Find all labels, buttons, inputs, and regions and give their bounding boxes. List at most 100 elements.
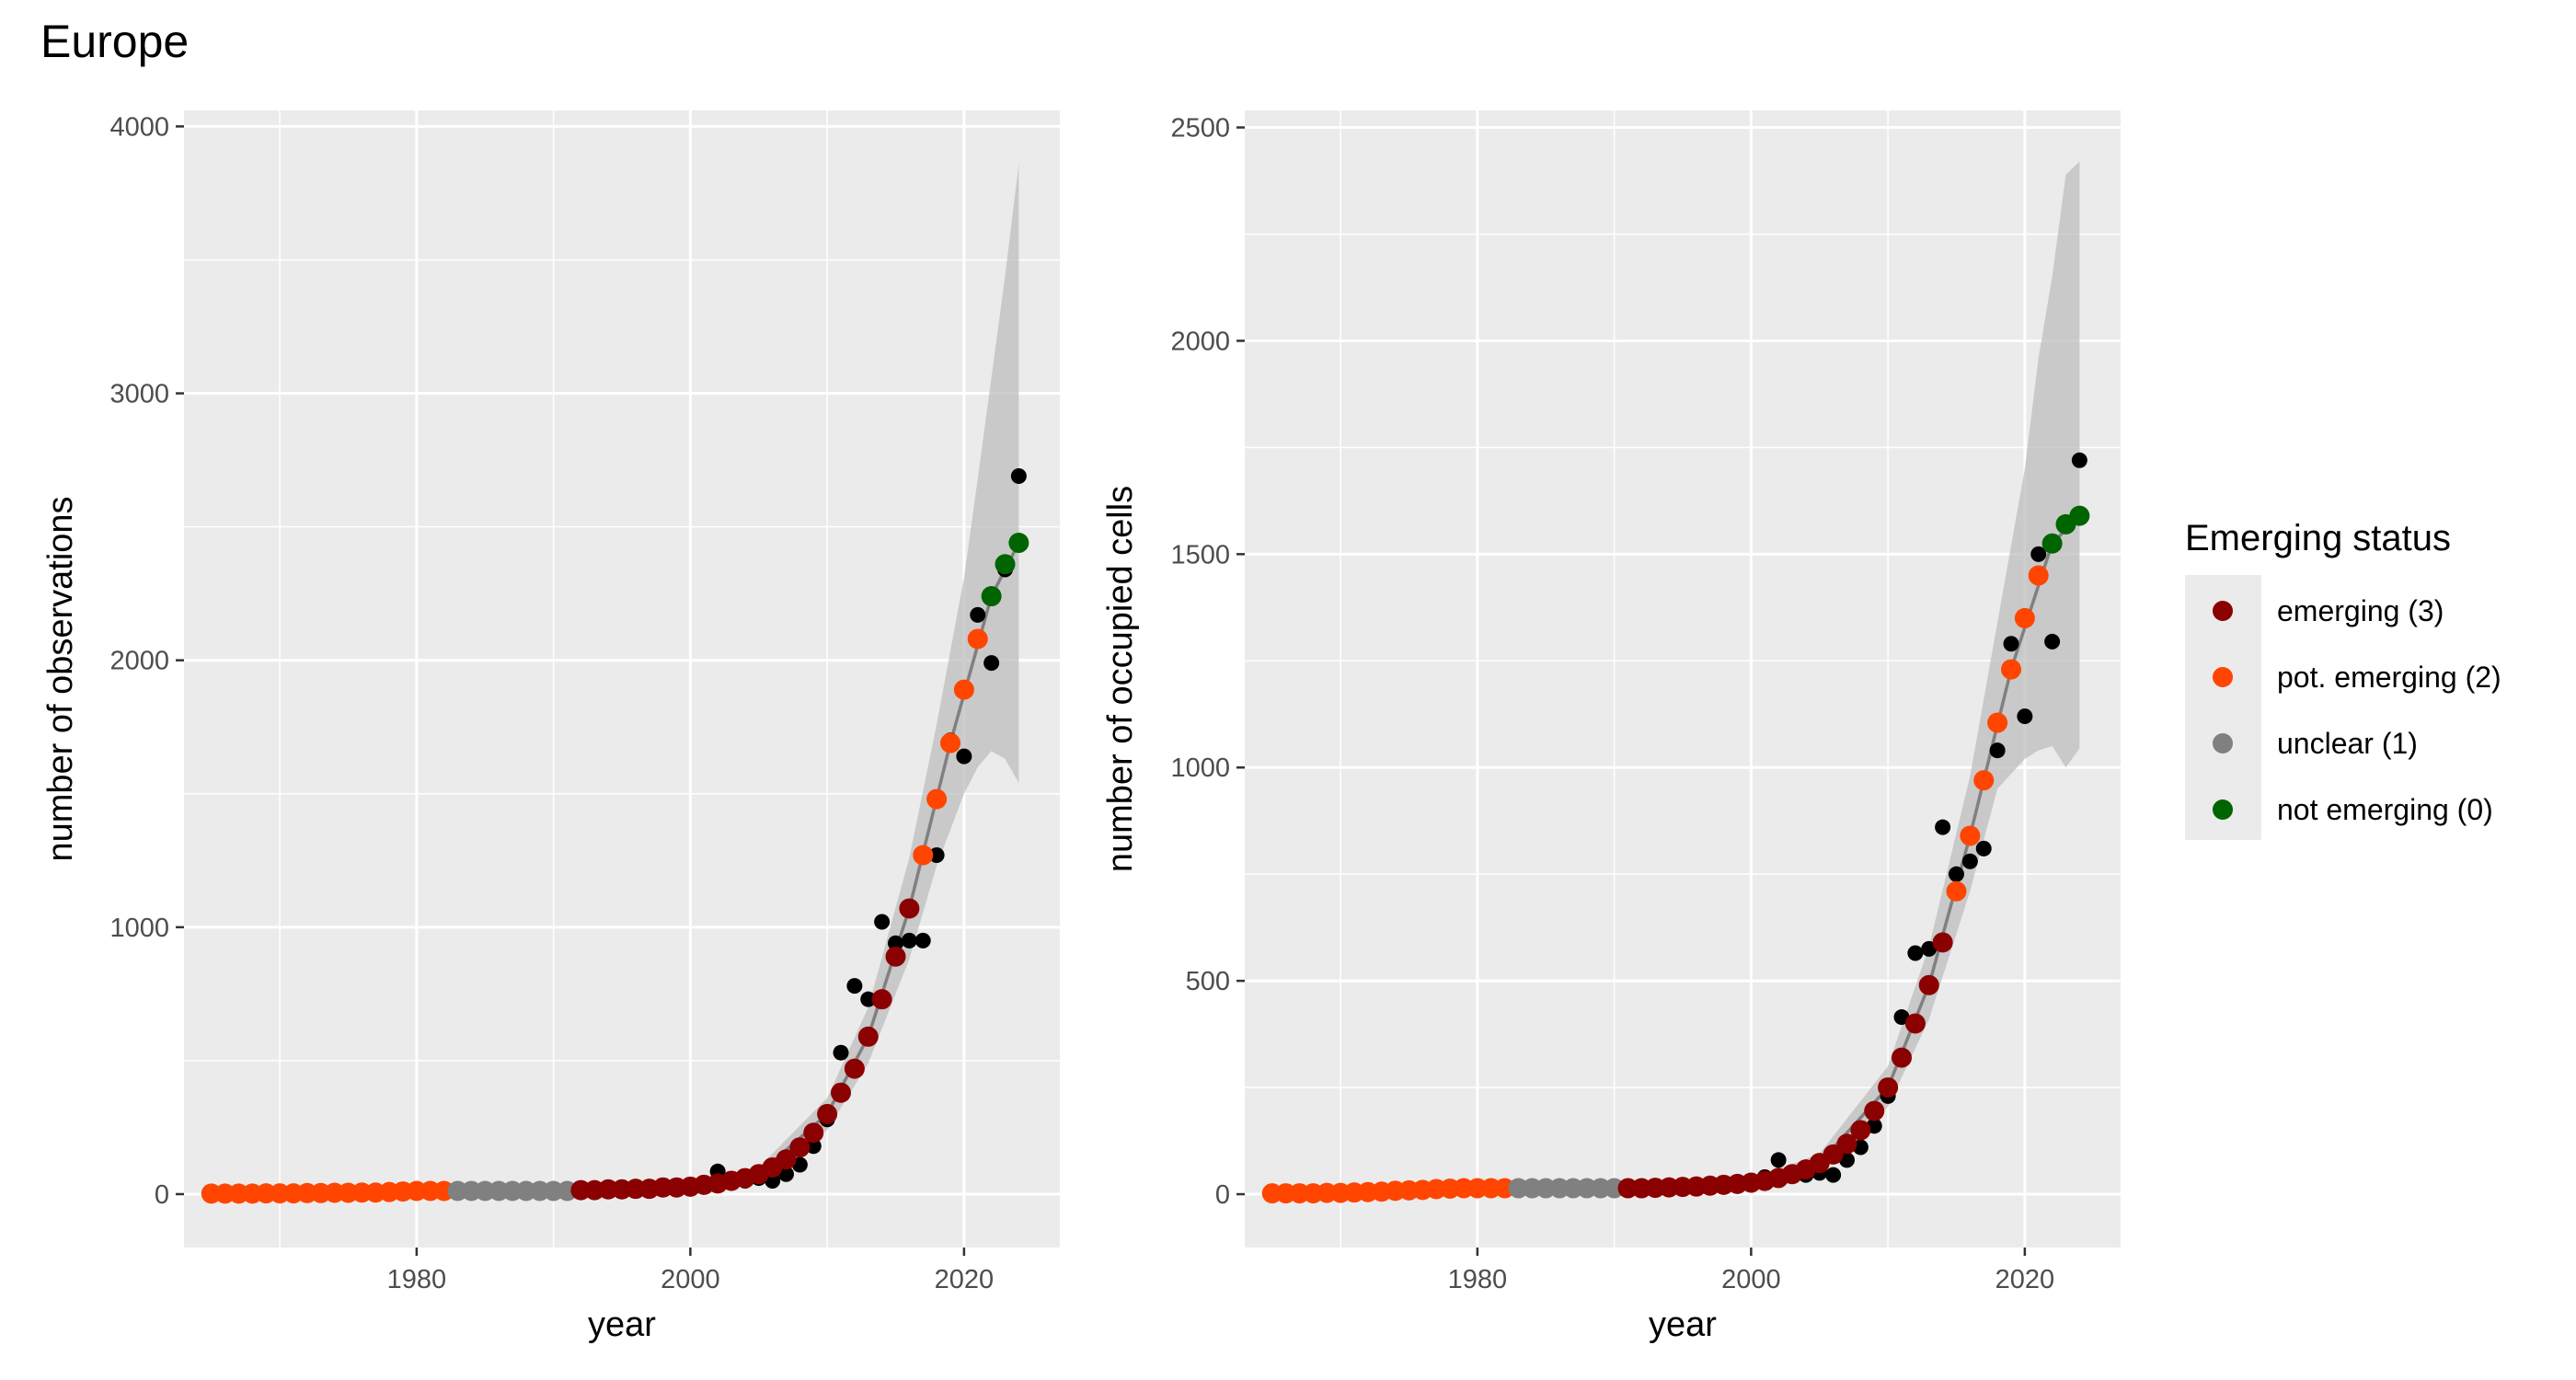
status-point xyxy=(967,628,988,650)
legend-label-2: unclear (1) xyxy=(2277,727,2418,760)
observed-point xyxy=(888,935,903,951)
observed-point xyxy=(778,1166,794,1182)
observed-point xyxy=(1010,467,1027,484)
y-axis-title-observations: number of observations xyxy=(41,496,80,861)
legend-key-2 xyxy=(2213,733,2233,753)
status-point xyxy=(776,1149,797,1170)
status-point xyxy=(803,1122,824,1144)
observed-point xyxy=(2017,708,2033,725)
y-tick-label: 4000 xyxy=(109,112,169,142)
observed-point xyxy=(1770,1152,1787,1168)
status-point xyxy=(871,989,892,1010)
y-tick-label: 2000 xyxy=(109,647,169,676)
panel-background xyxy=(184,110,1060,1248)
legend-key-3 xyxy=(2213,799,2233,820)
y-tick-label: 0 xyxy=(1215,1180,1230,1210)
status-point xyxy=(2041,533,2063,554)
status-point xyxy=(885,946,906,967)
status-point xyxy=(940,732,960,753)
y-axis-title-occupied-cells: number of occupied cells xyxy=(1101,486,1140,872)
y-tick-label: 0 xyxy=(155,1180,169,1210)
x-tick-label: 1980 xyxy=(387,1265,447,1294)
observed-point xyxy=(2044,633,2061,650)
status-point xyxy=(857,1026,879,1047)
legend: Emerging status emerging (3) pot. emerging… xyxy=(2185,518,2501,840)
x-tick-label: 2000 xyxy=(661,1265,720,1294)
status-point xyxy=(1987,712,2008,733)
observed-point xyxy=(970,606,986,623)
legend-label-1: pot. emerging (2) xyxy=(2277,661,2501,694)
status-point xyxy=(995,554,1016,575)
x-tick-label: 2020 xyxy=(935,1265,995,1294)
legend-label-0: emerging (3) xyxy=(2277,594,2444,627)
status-point xyxy=(817,1103,838,1124)
confidence-ribbon xyxy=(1683,161,2080,1190)
status-point xyxy=(953,679,974,700)
x-tick-label: 2020 xyxy=(1995,1265,2055,1294)
legend-title: Emerging status xyxy=(2185,518,2451,558)
status-point xyxy=(1918,974,1939,995)
x-axis-title: year xyxy=(588,1305,656,1344)
figure-title: Europe xyxy=(40,16,190,67)
y-tick-label: 3000 xyxy=(109,380,169,409)
panel-observations: 0 1000 2000 3000 4000 1980 2000 2020 year number … xyxy=(41,110,1060,1344)
observed-point xyxy=(901,932,917,949)
observed-point xyxy=(1825,1167,1842,1183)
observed-point xyxy=(846,978,863,995)
observed-point xyxy=(1949,866,1964,882)
y-tick-label: 2000 xyxy=(1170,327,1230,356)
observed-point xyxy=(956,748,972,765)
status-point xyxy=(1960,825,1981,846)
x-axis-title: year xyxy=(1649,1305,1717,1344)
panel-occupied-cells: 0 500 1000 1500 2000 2500 1980 2000 2020 year numb… xyxy=(1101,110,2121,1344)
status-point xyxy=(1973,770,1995,791)
status-point xyxy=(1904,1013,1926,1034)
legend-label-3: not emerging (0) xyxy=(2277,793,2493,826)
status-point xyxy=(981,586,1002,607)
status-point xyxy=(1864,1100,1885,1121)
status-point xyxy=(899,898,920,919)
status-point xyxy=(2069,505,2090,526)
observed-point xyxy=(2003,636,2019,652)
status-point xyxy=(913,845,934,866)
y-tick-label: 500 xyxy=(1186,967,1230,996)
status-point xyxy=(2001,659,2021,680)
observed-point xyxy=(983,655,1000,672)
status-point xyxy=(2028,565,2049,586)
status-point xyxy=(1932,932,1953,953)
observed-point xyxy=(860,991,877,1007)
observed-point xyxy=(2071,452,2087,468)
observed-point xyxy=(1961,853,1978,869)
status-point xyxy=(1892,1047,1912,1068)
observed-point xyxy=(928,846,945,863)
observed-point xyxy=(1935,819,1951,835)
observed-point xyxy=(1989,742,2006,759)
status-point xyxy=(1946,880,1967,902)
status-point xyxy=(1823,1144,1844,1165)
status-point xyxy=(789,1137,811,1158)
observed-point xyxy=(874,914,891,930)
status-point xyxy=(1008,533,1029,554)
y-tick-label: 1000 xyxy=(109,914,169,943)
legend-key-0 xyxy=(2213,601,2233,621)
y-tick-label: 2500 xyxy=(1170,114,1230,144)
status-point xyxy=(926,788,948,810)
y-tick-label: 1000 xyxy=(1170,753,1230,783)
status-point xyxy=(844,1058,865,1079)
status-point xyxy=(831,1082,851,1103)
observed-point xyxy=(914,932,931,949)
y-tick-label: 1500 xyxy=(1170,540,1230,569)
status-point xyxy=(1850,1120,1871,1141)
status-point xyxy=(1836,1133,1857,1155)
status-point xyxy=(2014,607,2035,628)
observed-point xyxy=(1907,945,1924,961)
x-tick-label: 1980 xyxy=(1448,1265,1508,1294)
x-tick-label: 2000 xyxy=(1721,1265,1781,1294)
observed-point xyxy=(2030,546,2047,562)
observed-point xyxy=(833,1044,849,1061)
observed-point xyxy=(765,1172,781,1189)
legend-key-1 xyxy=(2213,667,2233,687)
panel-background xyxy=(1245,110,2121,1248)
